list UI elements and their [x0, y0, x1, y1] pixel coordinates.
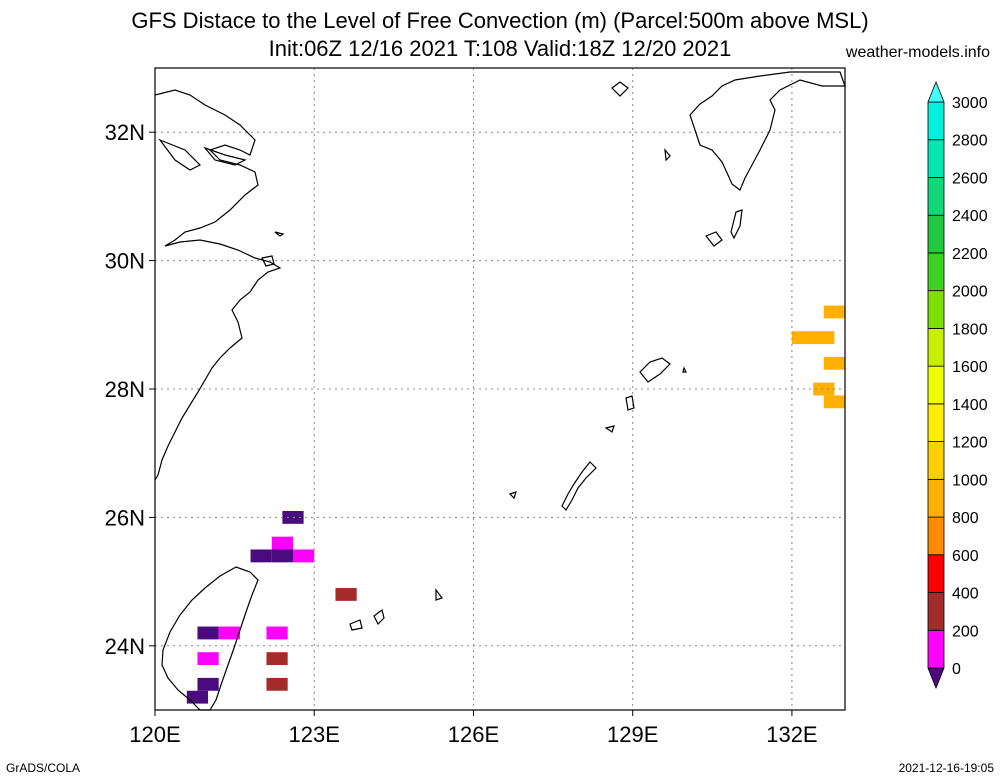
lfc-cell [266, 677, 288, 691]
lat-tick-label: 26N [105, 505, 145, 530]
lfc-cell [293, 549, 315, 563]
colorbar-segment [927, 177, 945, 216]
lfc-cells [186, 305, 845, 704]
footer-software: GrADS/COLA [6, 761, 81, 775]
colorbar-segment [927, 139, 945, 178]
colorbar-label: 1800 [952, 321, 988, 338]
lfc-cell [266, 652, 288, 666]
colorbar-segment [927, 478, 945, 518]
colorbar-label: 2200 [952, 246, 988, 263]
longitude-tick-labels: 120E 123E 126E 129E 132E [129, 710, 818, 747]
lfc-cell [271, 536, 293, 550]
lfc-cell [823, 305, 845, 319]
lfc-cell [186, 690, 209, 704]
lfc-cell [823, 395, 845, 409]
colorbar-segment [927, 403, 945, 443]
coastlines [154, 71, 846, 711]
colorbar-label: 3000 [952, 95, 988, 112]
colorbar-label: 2000 [952, 284, 988, 301]
colorbar-label: 2400 [952, 208, 988, 225]
colorbar-label: 1200 [952, 435, 988, 452]
colorbar-segment [927, 290, 945, 329]
colorbar-label: 0 [952, 661, 961, 678]
colorbar-segment [927, 441, 945, 480]
lat-tick-label: 30N [105, 249, 145, 274]
colorbar-label: 800 [952, 510, 979, 527]
lon-tick-label: 132E [766, 722, 817, 747]
colorbar-segment [927, 554, 945, 593]
map-title: GFS Distace to the Level of Free Convect… [131, 8, 869, 33]
colorbar-label: 1600 [952, 359, 988, 376]
colorbar-label: 1400 [952, 397, 988, 414]
lfc-cell [197, 652, 219, 666]
colorbar: 0 200 400 600 800 1000 1200 1400 1600 1800 2000 220… [927, 80, 988, 690]
colorbar-label: 200 [952, 623, 979, 640]
lfc-cell [813, 382, 835, 396]
footer-timestamp: 2021-12-16-19:05 [898, 761, 994, 775]
colorbar-label: 2600 [952, 170, 988, 187]
lon-tick-label: 120E [129, 722, 180, 747]
lat-tick-label: 24N [105, 634, 145, 659]
colorbar-segment [927, 214, 945, 254]
colorbar-segment [927, 365, 945, 405]
colorbar-segment [927, 592, 945, 631]
colorbar-label: 2800 [952, 133, 988, 150]
lon-tick-label: 126E [448, 722, 499, 747]
colorbar-label: 600 [952, 548, 979, 565]
colorbar-min-arrow [927, 667, 945, 690]
site-label: weather-models.info [845, 44, 990, 61]
lon-tick-label: 129E [607, 722, 658, 747]
colorbar-max-arrow [927, 80, 945, 103]
lon-tick-label: 123E [289, 722, 340, 747]
colorbar-label: 400 [952, 586, 979, 603]
colorbar-segment [927, 101, 945, 141]
lfc-cell [197, 626, 219, 640]
grid-lines [155, 68, 845, 710]
lfc-cell [266, 626, 288, 640]
lfc-cell [250, 549, 272, 563]
colorbar-segment [927, 327, 945, 367]
lfc-cell [271, 549, 293, 563]
lfc-cell [823, 356, 845, 370]
map-subtitle: Init:06Z 12/16 2021 T:108 Valid:18Z 12/2… [268, 36, 732, 61]
lfc-cell [791, 331, 814, 345]
colorbar-segment [927, 252, 945, 292]
lat-tick-label: 32N [105, 120, 145, 145]
colorbar-label: 1000 [952, 472, 988, 489]
colorbar-segment [927, 629, 945, 669]
lfc-cell [197, 677, 219, 691]
lfc-cell [218, 626, 240, 640]
colorbar-segment [927, 516, 945, 556]
lfc-cell [335, 588, 357, 601]
latitude-tick-labels: 24N 26N 28N 30N 32N [105, 120, 155, 659]
lat-tick-label: 28N [105, 377, 145, 402]
lfc-cell [813, 331, 835, 345]
